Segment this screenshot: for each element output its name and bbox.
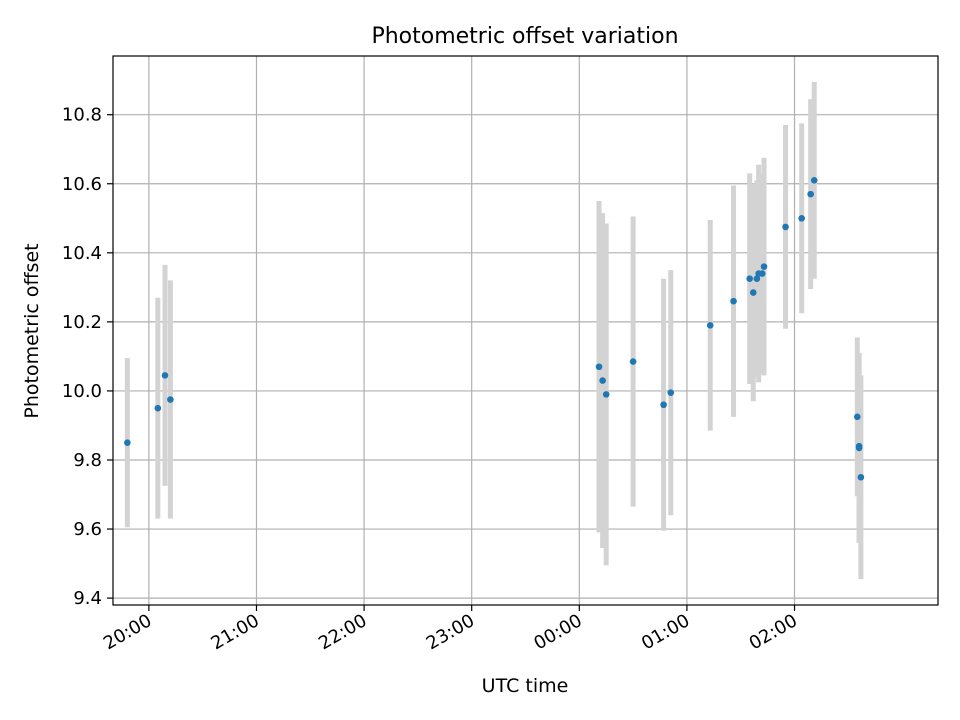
data-point — [749, 289, 757, 296]
data-point — [595, 363, 603, 371]
data-point — [810, 177, 818, 184]
data-point — [660, 401, 667, 409]
chart-title: Photometric offset variation — [371, 24, 678, 49]
data-point — [798, 214, 805, 222]
y-tick-label: 9.6 — [73, 519, 102, 540]
y-tick-label: 10.0 — [62, 381, 102, 402]
y-tick-label: 10.6 — [62, 174, 102, 195]
plot-frame — [112, 55, 939, 606]
data-point — [857, 473, 865, 481]
data-point — [746, 275, 753, 283]
data-point — [154, 404, 162, 412]
data-point — [760, 263, 768, 270]
data-point — [667, 389, 675, 396]
data-point — [753, 275, 761, 283]
y-axis: 9.4 9.6 9.8 10.0 10.2 10.4 10.6 10.8 — [62, 105, 113, 609]
data-point — [730, 297, 737, 305]
grid — [113, 56, 938, 605]
data-point — [602, 391, 610, 398]
y-axis-label: Photometric offset — [21, 243, 43, 418]
y-tick-label: 9.8 — [73, 450, 102, 471]
data-point — [629, 358, 637, 365]
data-point — [855, 444, 863, 452]
y-tick-label: 10.4 — [62, 243, 102, 264]
y-tick-label: 10.2 — [62, 312, 102, 333]
data-point — [706, 322, 714, 329]
data-point — [599, 377, 606, 384]
data-points — [124, 177, 865, 481]
data-point — [167, 396, 174, 403]
y-tick-label: 9.4 — [73, 588, 102, 609]
x-axis-label: UTC time — [482, 675, 569, 697]
data-point — [782, 223, 789, 231]
data-point — [758, 270, 766, 277]
data-point — [161, 372, 169, 379]
data-point — [853, 413, 861, 421]
data-point — [807, 190, 814, 198]
data-point — [124, 439, 131, 447]
y-tick-label: 10.8 — [62, 105, 102, 126]
